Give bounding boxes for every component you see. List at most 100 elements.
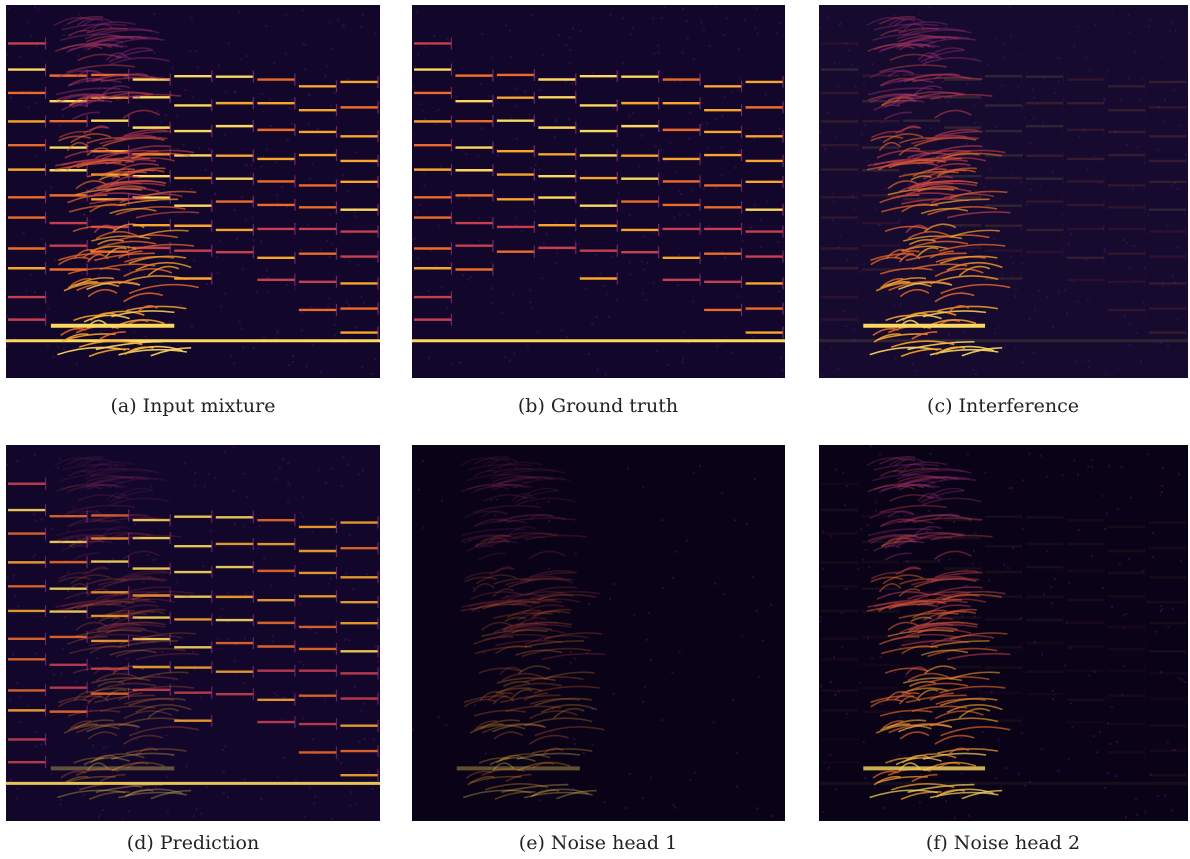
vocal-harmonic [873, 23, 939, 31]
noise-speckle [81, 665, 84, 668]
vocal-harmonic [523, 692, 549, 701]
noise-speckle [837, 62, 840, 65]
noise-speckle [854, 85, 857, 88]
noise-speckle [83, 48, 86, 51]
noise-speckle [215, 256, 218, 259]
noise-speckle [63, 24, 66, 27]
noise-speckle [57, 466, 60, 469]
noise-speckle [677, 284, 680, 287]
noise-speckle [960, 736, 963, 739]
noise-speckle [346, 78, 349, 81]
noise-speckle [1147, 600, 1150, 603]
vocal-harmonic [911, 773, 938, 783]
noise-speckle [180, 211, 183, 214]
noise-speckle [632, 111, 635, 114]
vocal-harmonic [487, 458, 519, 468]
vocal-harmonic [934, 710, 984, 720]
noise-speckle [647, 612, 650, 615]
vocal-harmonic [504, 616, 526, 623]
noise-speckle [457, 361, 460, 364]
vocal-harmonic [918, 37, 977, 48]
noise-speckle [445, 306, 448, 309]
noise-speckle [879, 655, 882, 658]
noise-speckle [966, 584, 969, 587]
noise-speckle [641, 292, 644, 295]
noise-speckle [700, 123, 703, 126]
vocal-harmonic [124, 789, 154, 798]
noise-speckle [1101, 586, 1104, 589]
noise-speckle [1134, 279, 1137, 282]
vocal-harmonic [930, 640, 990, 648]
noise-speckle [291, 360, 294, 363]
noise-speckle [7, 342, 10, 345]
noise-speckle [970, 250, 973, 253]
vocal-harmonic [513, 532, 559, 539]
vocal-harmonic [499, 666, 523, 676]
noise-speckle [374, 358, 377, 361]
vocal-harmonic [92, 514, 160, 524]
noise-speckle [34, 553, 37, 556]
noise-speckle [416, 210, 419, 213]
noise-speckle [1010, 255, 1013, 258]
noise-speckle [571, 82, 574, 85]
noise-speckle [957, 339, 960, 342]
vocal-harmonic [102, 85, 131, 95]
noise-speckle [264, 24, 267, 27]
vocal-harmonic [934, 268, 984, 278]
noise-speckle [193, 668, 196, 671]
noise-speckle [1041, 121, 1044, 124]
noise-speckle [688, 111, 691, 114]
noise-speckle [936, 476, 939, 479]
vocal-harmonic [115, 647, 186, 658]
noise-speckle [1171, 608, 1174, 611]
noise-speckle [1011, 261, 1014, 264]
vocal-harmonic [67, 469, 90, 477]
noise-speckle [337, 18, 340, 21]
noise-speckle [652, 281, 655, 284]
noise-speckle [708, 45, 711, 48]
noise-speckle [478, 239, 481, 242]
vocal-harmonic [119, 640, 179, 648]
noise-speckle [961, 478, 964, 481]
noise-speckle [250, 163, 253, 166]
vocal-harmonic [114, 571, 172, 582]
vocal-harmonic [61, 545, 88, 552]
noise-speckle [927, 352, 930, 355]
noise-speckle [262, 110, 265, 113]
noise-speckle [579, 29, 582, 32]
vocal-harmonic [887, 534, 918, 542]
vocal-harmonic [524, 791, 593, 799]
vocal-harmonic [95, 340, 163, 351]
vocal-harmonic [872, 33, 939, 42]
noise-speckle [725, 17, 728, 20]
vocal-harmonic [544, 671, 595, 680]
noise-speckle [345, 637, 348, 640]
noise-speckle [451, 362, 454, 365]
noise-speckle [62, 33, 65, 36]
noise-speckle [341, 24, 344, 27]
vocal-harmonic [531, 788, 589, 797]
vocal-harmonic [912, 168, 947, 177]
noise-speckle [243, 778, 246, 781]
noise-speckle [994, 38, 997, 41]
vocal-harmonic [937, 305, 999, 312]
noise-speckle [1088, 68, 1091, 71]
noise-speckle [645, 298, 648, 301]
noise-speckle [752, 336, 755, 339]
noise-speckle [973, 57, 976, 60]
vocal-harmonic [897, 531, 963, 542]
vocal-harmonic [913, 578, 977, 589]
noise-speckle [116, 205, 119, 208]
noise-speckle [287, 500, 290, 503]
noise-speckle [98, 322, 101, 325]
noise-speckle [469, 276, 472, 279]
vocal-harmonic [126, 608, 166, 617]
noise-speckle [224, 292, 227, 295]
noise-speckle [850, 64, 853, 67]
noise-speckle [374, 32, 377, 35]
noise-speckle [18, 720, 21, 723]
noise-speckle [673, 216, 676, 219]
noise-speckle [548, 519, 551, 522]
noise-speckle [242, 346, 245, 349]
noise-speckle [417, 53, 420, 56]
